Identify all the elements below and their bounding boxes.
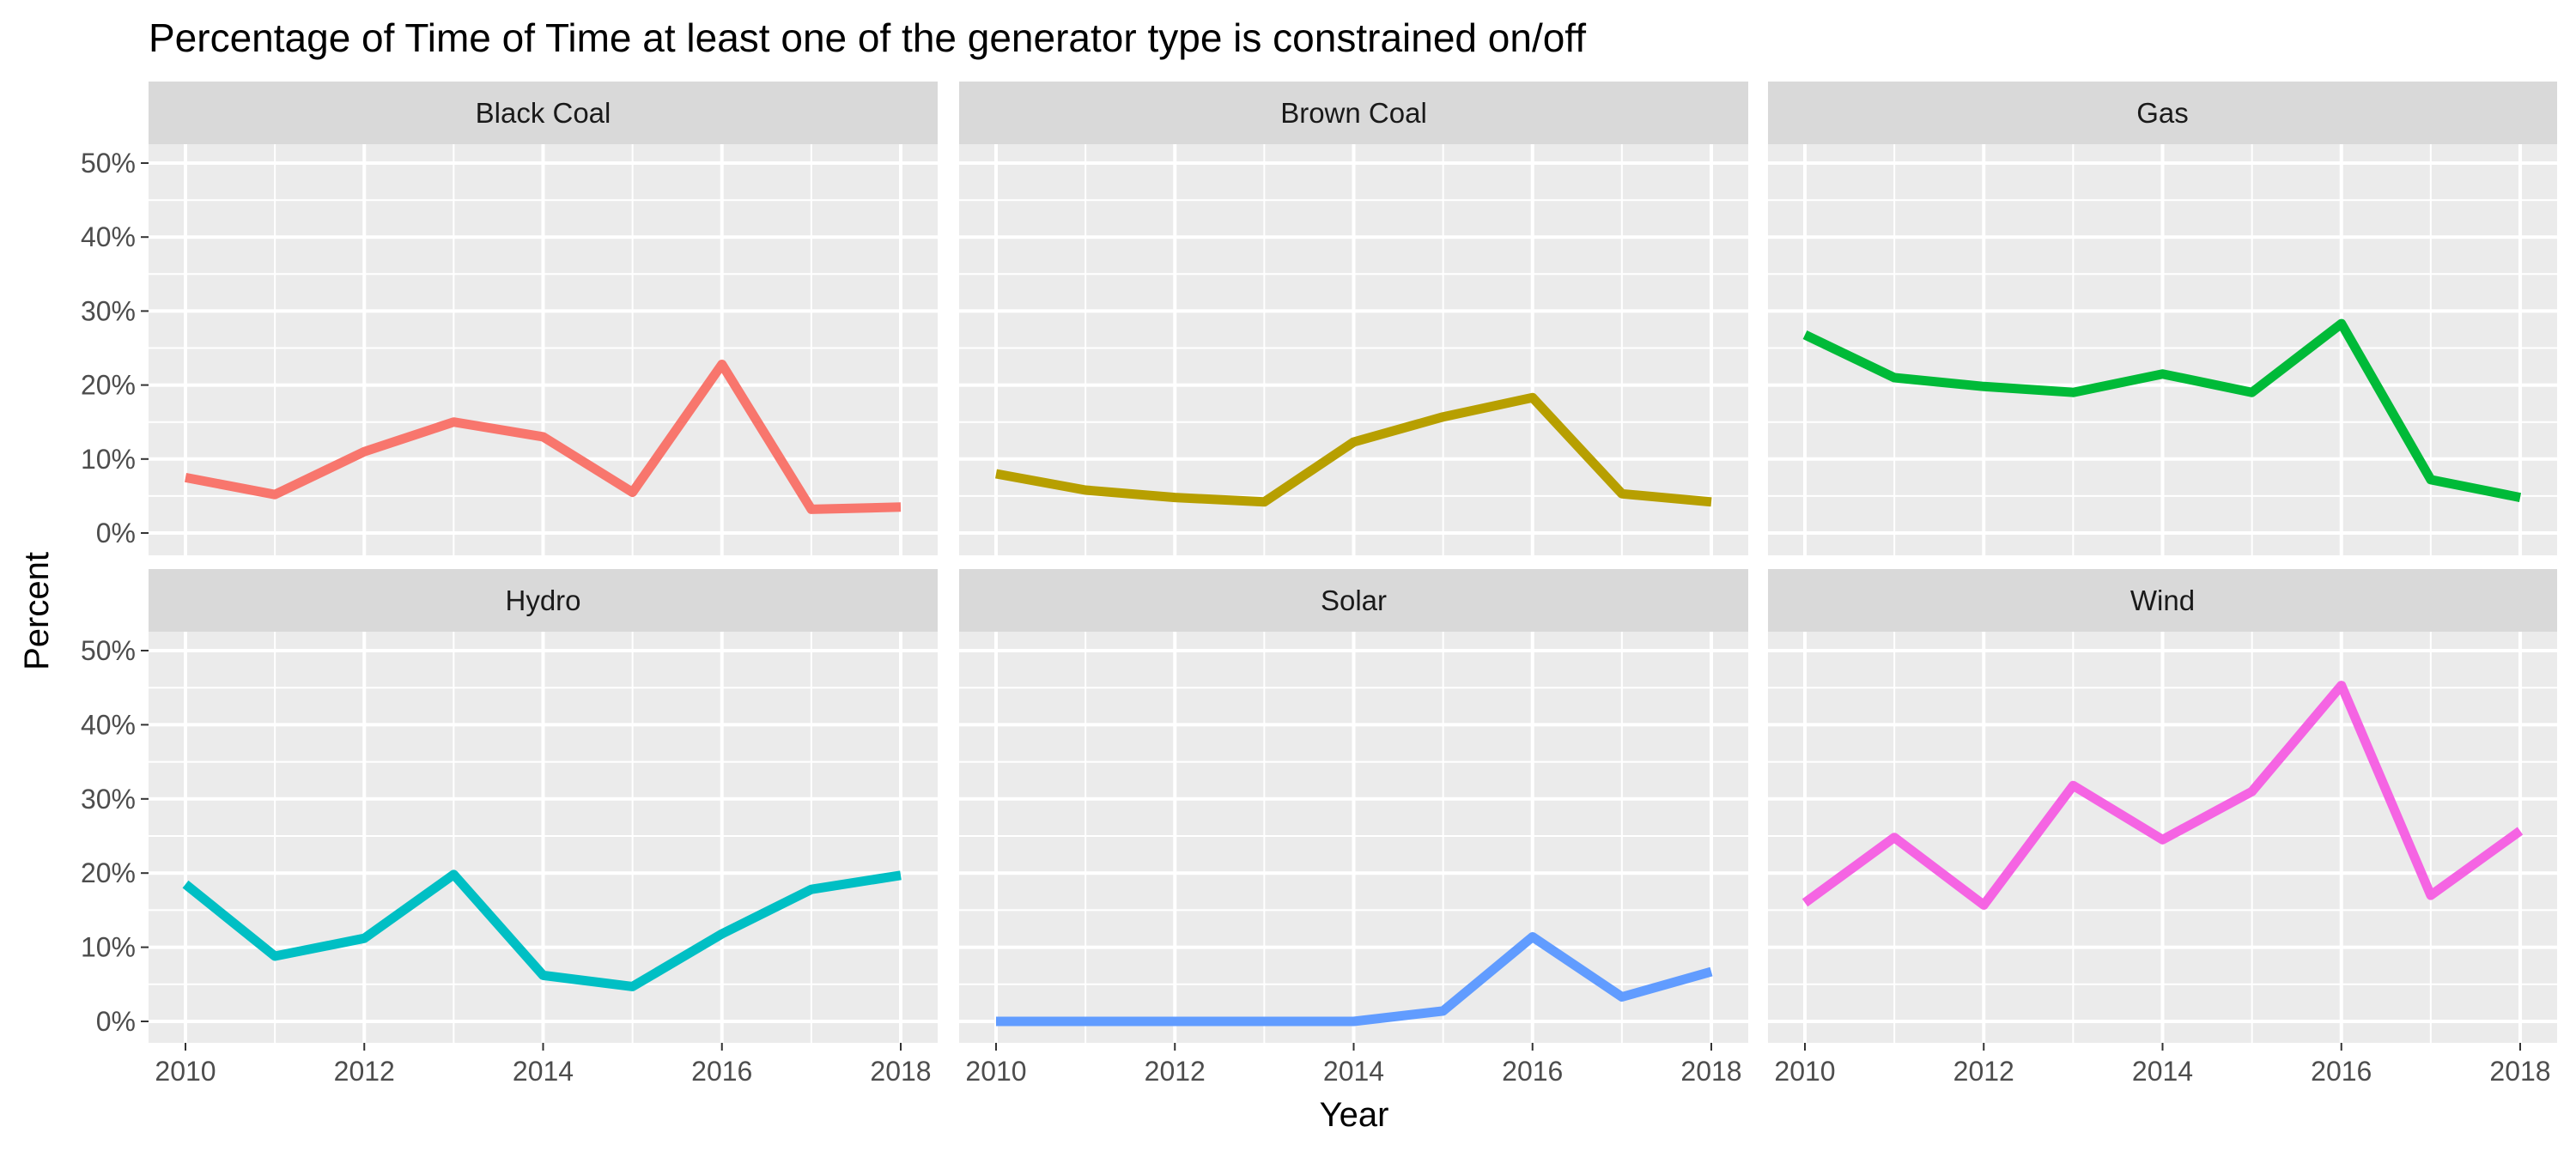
x-tick-label: 2016 [1502,1056,1563,1087]
facet-hydro: Hydro 0% 10% 20% 30% 40% 50% 2010 2012 2014 2016 20… [81,569,938,1087]
x-tick-label: 2010 [155,1056,216,1087]
facet-strip-label: Hydro [505,585,580,616]
y-tick-label: 0% [96,518,136,548]
x-axis-title: Year [1320,1096,1389,1134]
series-line-brown-coal [995,392,1712,507]
facet-wind: Wind 2010 2012 2014 2016 2018 [1768,569,2557,1087]
facet-solar: Solar 2010 2012 2014 2016 2018 [959,569,1748,1087]
y-tick-label: 0% [96,1006,136,1037]
x-tick-label: 2012 [1145,1056,1206,1087]
facet-strip-label: Black Coal [476,97,611,129]
facet-black-coal: Black Coal 0% 10% 20% 30% 40% 50% [81,82,938,555]
y-axis-title: Percent [18,552,56,670]
facet-strip-label: Brown Coal [1280,97,1427,129]
y-tick-label: 20% [81,370,136,401]
facet-strip-label: Gas [2136,97,2189,129]
y-tick-label: 30% [81,295,136,326]
x-tick-label: 2012 [334,1056,395,1087]
y-tick-label: 20% [81,857,136,888]
y-tick-label: 10% [81,444,136,475]
series-line-hydro [182,869,902,991]
y-tick-label: 40% [81,221,136,252]
x-tick-label: 2018 [2489,1056,2550,1087]
y-tick-label: 30% [81,784,136,815]
facet-strip [1768,569,2557,632]
facet-strip [959,82,1748,144]
x-tick-label: 2016 [691,1056,752,1087]
series-line-gas [1802,318,2522,502]
y-tick-label: 50% [81,635,136,666]
x-tick-label: 2010 [965,1056,1026,1087]
chart-title: Percentage of Time of Time at least one … [149,15,1586,60]
y-tick-label: 10% [81,932,136,963]
y-tick-label: 40% [81,709,136,740]
series-line-black-coal [184,360,902,514]
x-tick-label: 2014 [1323,1056,1384,1087]
facet-strip [959,569,1748,632]
facet-strip [149,569,938,632]
facet-brown-coal: Brown Coal [959,82,1748,555]
facet-gas: Gas [1768,82,2557,555]
x-tick-label: 2010 [1774,1056,1835,1087]
facet-strip-label: Solar [1321,585,1387,616]
y-tick-label: 50% [81,148,136,179]
x-tick-label: 2014 [513,1056,574,1087]
x-tick-label: 2016 [2311,1056,2372,1087]
series-line-wind [1801,681,2524,910]
facet-strip [149,82,938,144]
x-tick-label: 2014 [2132,1056,2193,1087]
facet-strip-label: Wind [2130,585,2195,616]
x-tick-label: 2012 [1953,1056,2014,1087]
x-tick-label: 2018 [1680,1056,1741,1087]
x-tick-label: 2018 [870,1056,931,1087]
facet-panels: Black Coal 0% 10% 20% 30% 40% 50% Brown Coal Gas… [81,82,2557,1087]
series-line-solar [996,932,1713,1027]
facet-strip [1768,82,2557,144]
